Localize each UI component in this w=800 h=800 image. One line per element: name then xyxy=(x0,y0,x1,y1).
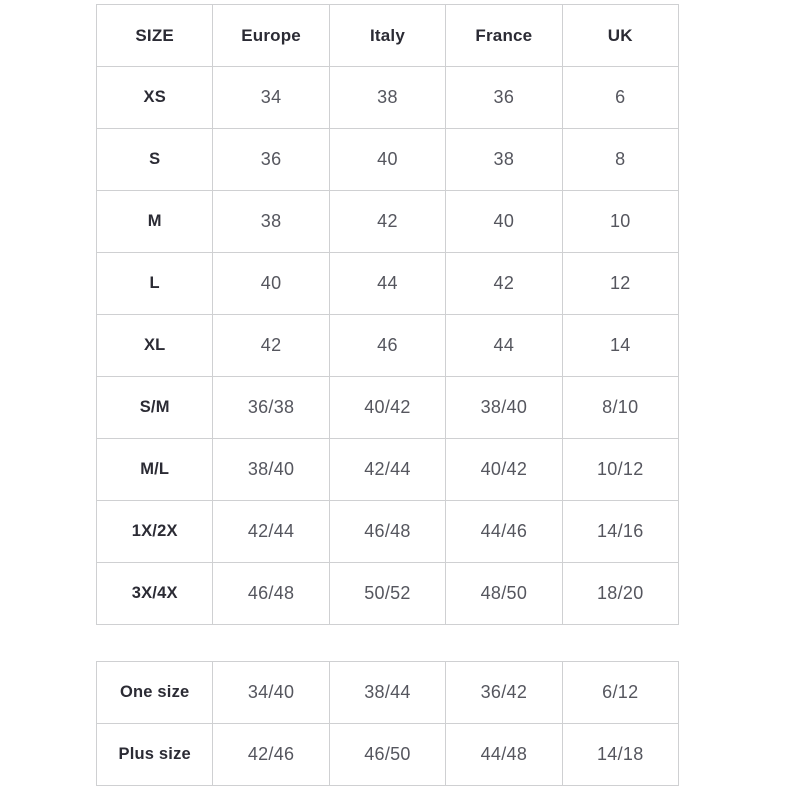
table-row: S/M 36/38 40/42 38/40 8/10 xyxy=(95,376,680,439)
size-label-cell: XL xyxy=(95,314,214,377)
value-cell: 42 xyxy=(445,252,563,315)
table-row: One size 34/40 38/44 36/42 6/12 xyxy=(95,661,680,724)
value-cell: 46/50 xyxy=(328,723,447,786)
header-size: SIZE xyxy=(95,4,214,67)
table-row: L 40 44 42 12 xyxy=(95,252,680,315)
value-cell: 44 xyxy=(445,314,563,377)
value-cell: 36/42 xyxy=(445,661,563,724)
value-cell: 42/44 xyxy=(328,438,447,501)
value-cell: 48/50 xyxy=(445,562,563,625)
value-cell: 50/52 xyxy=(328,562,447,625)
size-label-cell: M/L xyxy=(95,438,214,501)
value-cell: 14/16 xyxy=(561,500,680,563)
table-row: 3X/4X 46/48 50/52 48/50 18/20 xyxy=(95,562,680,625)
size-label-cell: One size xyxy=(95,661,214,724)
table-row: XS 34 38 36 6 xyxy=(95,66,680,129)
table-row: Plus size 42/46 46/50 44/48 14/18 xyxy=(95,723,680,786)
value-cell: 14/18 xyxy=(561,723,680,786)
value-cell: 12 xyxy=(561,252,680,315)
value-cell: 44/48 xyxy=(445,723,563,786)
value-cell: 36/38 xyxy=(212,376,330,439)
value-cell: 38/40 xyxy=(212,438,330,501)
value-cell: 10 xyxy=(561,190,680,253)
value-cell: 36 xyxy=(445,66,563,129)
value-cell: 6 xyxy=(561,66,680,129)
value-cell: 46/48 xyxy=(328,500,447,563)
special-sizes-table-body: One size 34/40 38/44 36/42 6/12 Plus size 42/4… xyxy=(95,661,680,786)
table-row: M/L 38/40 42/44 40/42 10/12 xyxy=(95,438,680,501)
table-row: M 38 42 40 10 xyxy=(95,190,680,253)
value-cell: 14 xyxy=(561,314,680,377)
value-cell: 42/44 xyxy=(212,500,330,563)
table-row: 1X/2X 42/44 46/48 44/46 14/16 xyxy=(95,500,680,563)
value-cell: 46/48 xyxy=(212,562,330,625)
value-cell: 42/46 xyxy=(212,723,330,786)
size-conversion-tables: SIZE Europe Italy France UK XS 34 38 36 6 S 36… xyxy=(95,4,680,786)
value-cell: 8/10 xyxy=(561,376,680,439)
special-sizes-table: One size 34/40 38/44 36/42 6/12 Plus size 42/4… xyxy=(95,661,680,786)
value-cell: 42 xyxy=(328,190,447,253)
value-cell: 38 xyxy=(445,128,563,191)
table-row: XL 42 46 44 14 xyxy=(95,314,680,377)
value-cell: 38/40 xyxy=(445,376,563,439)
size-conversion-table: SIZE Europe Italy France UK XS 34 38 36 6 S 36… xyxy=(95,4,680,625)
size-label-cell: S/M xyxy=(95,376,214,439)
size-label-cell: XS xyxy=(95,66,214,129)
value-cell: 38/44 xyxy=(328,661,447,724)
header-row: SIZE Europe Italy France UK xyxy=(95,4,680,67)
value-cell: 18/20 xyxy=(561,562,680,625)
value-cell: 40 xyxy=(445,190,563,253)
size-table-header: SIZE Europe Italy France UK xyxy=(95,4,680,67)
size-label-cell: L xyxy=(95,252,214,315)
header-europe: Europe xyxy=(212,4,330,67)
value-cell: 42 xyxy=(212,314,330,377)
size-label-cell: 1X/2X xyxy=(95,500,214,563)
header-italy: Italy xyxy=(328,4,447,67)
value-cell: 8 xyxy=(561,128,680,191)
value-cell: 10/12 xyxy=(561,438,680,501)
value-cell: 34 xyxy=(212,66,330,129)
value-cell: 40 xyxy=(328,128,447,191)
table-row: S 36 40 38 8 xyxy=(95,128,680,191)
value-cell: 40 xyxy=(212,252,330,315)
header-uk: UK xyxy=(561,4,680,67)
size-label-cell: Plus size xyxy=(95,723,214,786)
value-cell: 38 xyxy=(328,66,447,129)
value-cell: 40/42 xyxy=(328,376,447,439)
value-cell: 44 xyxy=(328,252,447,315)
value-cell: 44/46 xyxy=(445,500,563,563)
size-table-body: XS 34 38 36 6 S 36 40 38 8 M 38 42 40 10 L 40 44 42 12 XL 42 4… xyxy=(95,66,680,625)
size-label-cell: M xyxy=(95,190,214,253)
size-label-cell: 3X/4X xyxy=(95,562,214,625)
value-cell: 34/40 xyxy=(212,661,330,724)
value-cell: 6/12 xyxy=(561,661,680,724)
header-france: France xyxy=(445,4,563,67)
value-cell: 38 xyxy=(212,190,330,253)
value-cell: 40/42 xyxy=(445,438,563,501)
value-cell: 36 xyxy=(212,128,330,191)
size-label-cell: S xyxy=(95,128,214,191)
value-cell: 46 xyxy=(328,314,447,377)
